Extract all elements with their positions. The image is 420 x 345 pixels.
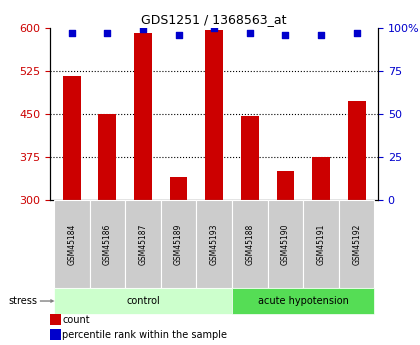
Point xyxy=(175,32,182,37)
Text: stress: stress xyxy=(9,296,38,306)
Bar xyxy=(268,200,303,288)
Text: count: count xyxy=(62,315,90,325)
Bar xyxy=(98,114,116,200)
Text: GSM45187: GSM45187 xyxy=(139,224,147,265)
Bar xyxy=(89,200,125,288)
Bar xyxy=(161,200,197,288)
Text: GSM45192: GSM45192 xyxy=(352,224,361,265)
Point xyxy=(282,32,289,37)
Point xyxy=(247,30,253,36)
Point xyxy=(104,30,111,36)
Bar xyxy=(241,116,259,200)
Point xyxy=(211,25,218,30)
Bar xyxy=(232,200,268,288)
Bar xyxy=(54,288,232,314)
Text: control: control xyxy=(126,296,160,306)
Text: GSM45186: GSM45186 xyxy=(103,224,112,265)
Bar xyxy=(303,200,339,288)
Bar xyxy=(312,157,330,200)
Bar xyxy=(50,329,61,340)
Point xyxy=(318,32,324,37)
Text: GSM45190: GSM45190 xyxy=(281,223,290,265)
Point xyxy=(68,30,75,36)
Text: GSM45193: GSM45193 xyxy=(210,223,219,265)
Bar xyxy=(134,33,152,200)
Bar xyxy=(125,200,161,288)
Text: acute hypotension: acute hypotension xyxy=(258,296,349,306)
Bar xyxy=(348,101,365,200)
Text: GSM45189: GSM45189 xyxy=(174,224,183,265)
Bar xyxy=(339,200,375,288)
Text: percentile rank within the sample: percentile rank within the sample xyxy=(62,330,227,340)
Title: GDS1251 / 1368563_at: GDS1251 / 1368563_at xyxy=(142,13,287,27)
Bar xyxy=(170,177,187,200)
Text: GSM45184: GSM45184 xyxy=(67,224,76,265)
Point xyxy=(353,30,360,36)
Text: GSM45191: GSM45191 xyxy=(317,224,326,265)
Bar xyxy=(232,288,375,314)
Text: GSM45188: GSM45188 xyxy=(245,224,254,265)
Bar xyxy=(197,200,232,288)
Point xyxy=(139,27,146,32)
Bar xyxy=(63,77,81,200)
Bar xyxy=(205,30,223,200)
Bar xyxy=(50,314,61,325)
Bar xyxy=(54,200,89,288)
Bar xyxy=(276,171,294,200)
